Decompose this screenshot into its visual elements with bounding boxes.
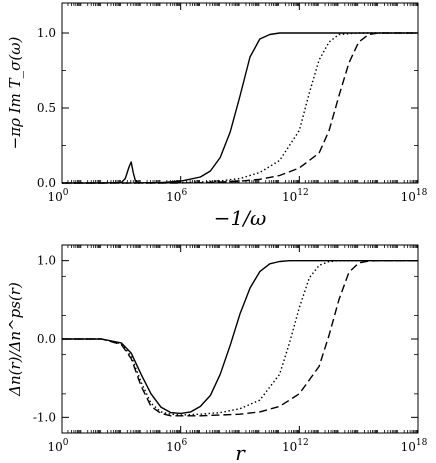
x-tick-label: 1012 (282, 188, 309, 204)
plot-frame (61, 2, 419, 184)
series-solid-line (62, 32, 418, 184)
y-tick-label: 0.5 (37, 101, 56, 115)
series-solid-line (62, 260, 418, 415)
x-tick-label: 1012 (282, 438, 309, 454)
x-tick-label: 106 (166, 188, 187, 204)
y-tick-label: 0.0 (37, 176, 56, 190)
plot-frame (61, 244, 419, 434)
y-tick-label: -1.0 (33, 410, 56, 424)
x-tick-label: 100 (47, 188, 68, 204)
series-dashed-line (62, 260, 418, 417)
y-axis-title: −πρ Im T_σ(ω) (6, 37, 24, 150)
x-tick-label: 1018 (401, 188, 428, 204)
series-dotted-line (62, 32, 418, 184)
x-tick-label: 106 (166, 438, 187, 454)
series-dashed-line (62, 32, 418, 184)
bottom-panel: 100 106 1012 1018 -1.0 0.0 1.0 r Δn(r)/Δn^ps(r) (6, 244, 428, 463)
series-dotted-line (62, 260, 418, 416)
y-tick-label: 1.0 (37, 254, 56, 268)
x-tick-label: 1018 (401, 438, 428, 454)
x-axis-title: r (235, 441, 246, 463)
x-tick-label: 100 (47, 438, 68, 454)
top-panel: 100 106 1012 1018 0.0 0.5 1.0 −1/ω −πρ Im T_σ(ω) (6, 2, 428, 230)
y-tick-label: 1.0 (37, 26, 56, 40)
x-axis-title: −1/ω (214, 206, 267, 230)
y-axis-title: Δn(r)/Δn^ps(r) (6, 282, 24, 397)
y-tick-label: 0.0 (37, 332, 56, 346)
